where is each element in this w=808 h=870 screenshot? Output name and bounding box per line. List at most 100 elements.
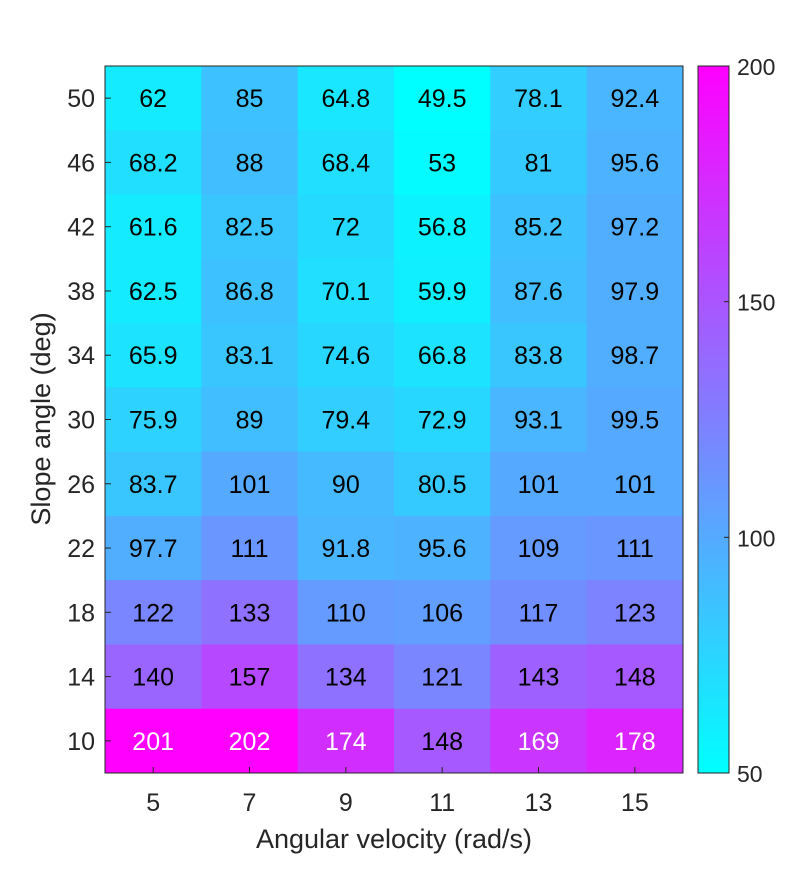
- x-axis-ticks: 5 7 9 11 13 15: [146, 767, 649, 817]
- cell-value-label: 89: [236, 407, 264, 435]
- x-tick-label: 11: [429, 789, 455, 817]
- cell-value-label: 101: [229, 471, 271, 499]
- heatmap-cell: [297, 580, 395, 645]
- cell-value-label: 83.8: [514, 342, 563, 370]
- heatmap-cell: [586, 515, 684, 581]
- heatmap-cell: [297, 194, 395, 260]
- colorbar-tick-label: 150: [737, 290, 775, 316]
- heatmap-cell: [586, 258, 684, 324]
- heatmap-cell: [105, 258, 202, 324]
- cell-value-label: 134: [325, 664, 367, 692]
- heatmap-cell: [394, 194, 491, 260]
- y-tick-label: 26: [67, 471, 95, 499]
- cell-value-label: 79.4: [321, 407, 370, 435]
- cell-value-label: 72.9: [418, 407, 467, 435]
- y-tick-label: 50: [67, 85, 95, 113]
- heatmap-cell: [394, 580, 491, 645]
- heatmap-cell: [297, 451, 395, 517]
- cell-value-label: 70.1: [321, 278, 370, 306]
- heatmap-cell: [394, 66, 491, 131]
- heatmap-cell: [490, 387, 588, 453]
- heatmap-cell: [105, 323, 202, 388]
- cell-value-label: 98.7: [610, 342, 659, 370]
- cell-value-label: 122: [132, 599, 174, 627]
- cell-value-label: 95.6: [418, 535, 467, 563]
- cell-value-label: 133: [229, 599, 271, 627]
- cell-value-label: 85.2: [514, 214, 563, 242]
- cell-value-label: 83.1: [225, 342, 274, 370]
- cell-value-label: 178: [614, 728, 656, 756]
- y-tick-label: 22: [67, 535, 95, 563]
- heatmap-cell: [105, 66, 202, 131]
- cell-value-label: 78.1: [514, 85, 563, 113]
- cell-value-label: 83.7: [129, 471, 178, 499]
- cell-value-label: 143: [518, 664, 560, 692]
- cell-value-label: 66.8: [418, 342, 467, 370]
- cell-value-label: 109: [518, 535, 560, 563]
- heatmap-cell: [105, 130, 202, 196]
- cell-value-label: 74.6: [321, 342, 370, 370]
- heatmap-cell: [105, 644, 202, 710]
- heatmap-cell: [586, 130, 684, 196]
- heatmap-cell: [105, 708, 202, 774]
- colorbar-tick-label: 50: [737, 761, 763, 787]
- heatmap-cell: [201, 258, 299, 324]
- cell-value-label: 87.6: [514, 278, 563, 306]
- cell-value-label: 101: [518, 471, 560, 499]
- heatmap-cell: [297, 644, 395, 710]
- cell-value-label: 148: [421, 728, 463, 756]
- heatmap-cell: [586, 323, 684, 388]
- cell-value-label: 59.9: [418, 278, 467, 306]
- cell-value-label: 90: [332, 471, 360, 499]
- colorbar-ticks: 50 100 150 200: [724, 54, 775, 787]
- cell-value-label: 82.5: [225, 214, 274, 242]
- y-tick-label: 14: [67, 664, 95, 692]
- heatmap-cell: [490, 515, 588, 581]
- cell-value-label: 101: [614, 471, 656, 499]
- cell-value-label: 64.8: [321, 85, 370, 113]
- cell-value-label: 62: [139, 85, 167, 113]
- cell-value-label: 111: [230, 535, 268, 563]
- cell-value-label: 92.4: [610, 85, 659, 113]
- heatmap-cell: [297, 387, 395, 453]
- heatmap-cell: [201, 323, 299, 388]
- cell-value-label: 75.9: [129, 407, 178, 435]
- heatmap-cell: [394, 708, 491, 774]
- heatmap-cell: [394, 258, 491, 324]
- cell-value-label: 93.1: [514, 407, 563, 435]
- y-tick-label: 38: [67, 278, 95, 306]
- cell-value-label: 99.5: [610, 407, 659, 435]
- cell-value-label: 97.2: [610, 214, 659, 242]
- heatmap-cell: [297, 323, 395, 388]
- colorbar-tick-label: 100: [737, 525, 775, 551]
- cell-value-label: 157: [229, 664, 271, 692]
- cell-value-label: 72: [332, 214, 360, 242]
- heatmap-cell: [394, 644, 491, 710]
- heatmap-cell: [490, 644, 588, 710]
- cell-value-label: 65.9: [129, 342, 178, 370]
- heatmap-cell: [201, 66, 299, 131]
- heatmap-cell: [201, 708, 299, 774]
- y-axis-label: Slope angle (deg): [26, 312, 56, 525]
- cell-value-label: 97.9: [610, 278, 659, 306]
- cell-value-label: 202: [229, 728, 271, 756]
- cell-value-label: 169: [518, 728, 560, 756]
- heatmap-cell: [201, 130, 299, 196]
- heatmap-cell: [490, 708, 588, 774]
- heatmap-cell: [297, 130, 395, 196]
- x-tick-label: 9: [339, 789, 353, 817]
- cell-value-label: 80.5: [418, 471, 467, 499]
- cell-value-label: 61.6: [129, 214, 178, 242]
- heatmap-cell: [586, 644, 684, 710]
- heatmap-cell: [201, 644, 299, 710]
- heatmap-cell: [394, 323, 491, 388]
- cell-value-label: 68.4: [321, 149, 370, 177]
- cell-value-label: 140: [132, 664, 174, 692]
- heatmap-cell: [394, 130, 491, 196]
- cell-value-label: 88: [236, 149, 264, 177]
- heatmap-cell: [586, 708, 684, 774]
- heatmap-cell: [105, 451, 202, 517]
- cell-value-label: 121: [421, 664, 463, 692]
- cell-value-label: 68.2: [129, 149, 178, 177]
